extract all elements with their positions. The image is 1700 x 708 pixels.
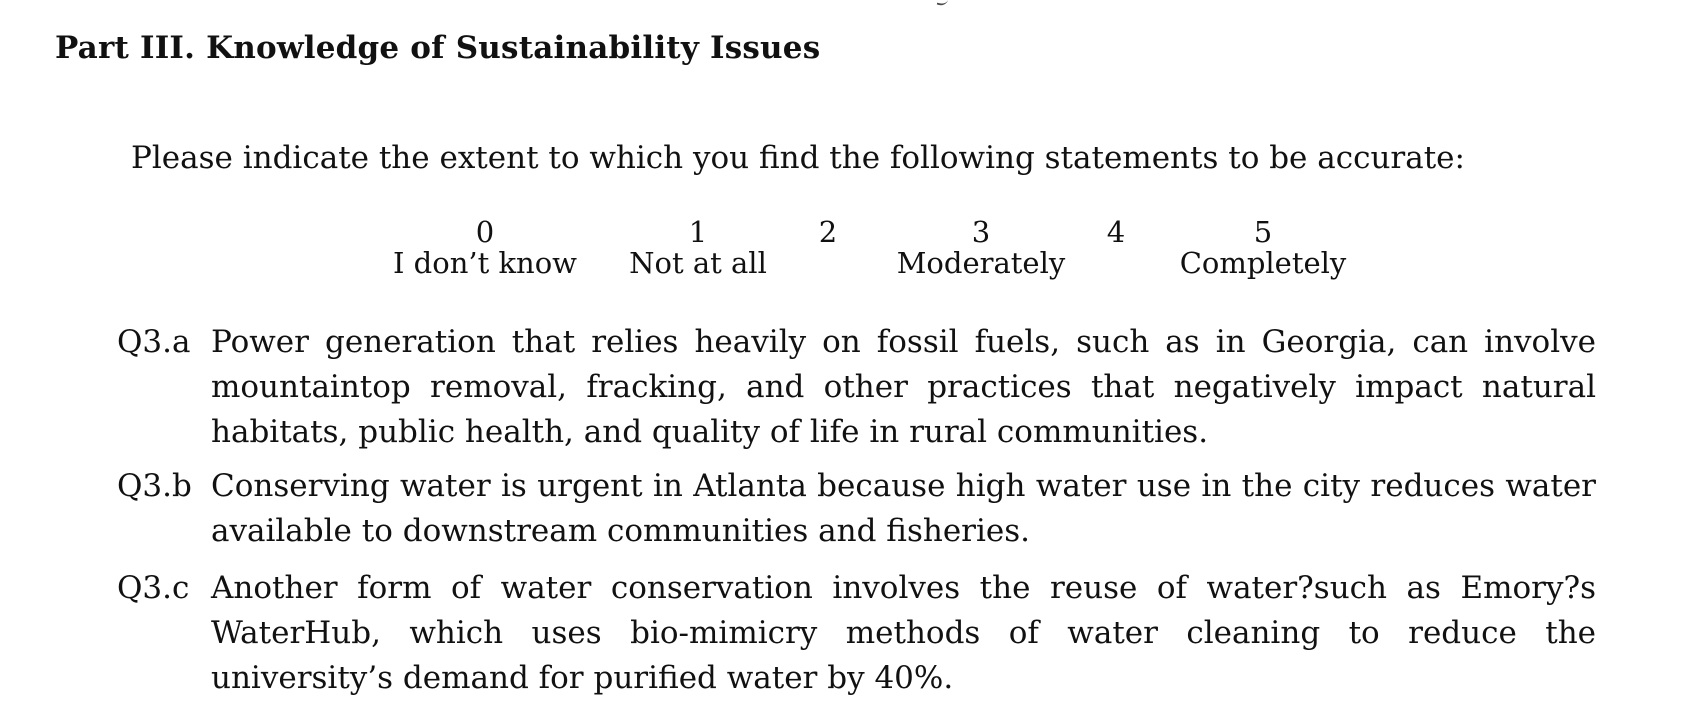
page-top-fragment: [936, 0, 950, 8]
scale-label: [819, 248, 837, 279]
scale-number: 3: [971, 215, 991, 249]
scale-label: I don’t know: [393, 246, 577, 280]
scale-label: Completely: [1179, 246, 1347, 280]
question-number: Q3.b: [117, 468, 192, 504]
question-text: Conserving water is urgent in Atlanta be…: [211, 468, 1596, 549]
scale-label: Moderately: [896, 246, 1066, 280]
scale-number: 5: [1253, 215, 1273, 249]
scale-label: Not at all: [629, 246, 767, 280]
scale-number: 4: [1106, 215, 1126, 249]
question-number: Q3.c: [117, 570, 190, 606]
instruction-text: Please indicate the extent to which you …: [131, 140, 1465, 176]
scale-number: 0: [475, 215, 495, 249]
scale-number: 2: [818, 215, 838, 249]
scale-label: [1107, 248, 1125, 279]
question-text: Power generation that relies heavily on …: [211, 324, 1596, 450]
question-text: Another form of water conservation invol…: [211, 570, 1596, 696]
question-number: Q3.a: [117, 324, 191, 360]
scale-option-4: 4: [1107, 217, 1125, 279]
scale-option-2: 2: [819, 217, 837, 279]
scale-option-1: 1 Not at all: [629, 217, 767, 279]
scale-option-3: 3 Moderately: [897, 217, 1066, 279]
scale-number: 1: [688, 215, 708, 249]
section-title: Part III. Knowledge of Sustainability Is…: [55, 30, 821, 66]
rating-scale: 0 I don’t know 1 Not at all 2 3 Moderate…: [0, 217, 1700, 287]
scale-option-5: 5 Completely: [1180, 217, 1347, 279]
scale-option-0: 0 I don’t know: [393, 217, 577, 279]
